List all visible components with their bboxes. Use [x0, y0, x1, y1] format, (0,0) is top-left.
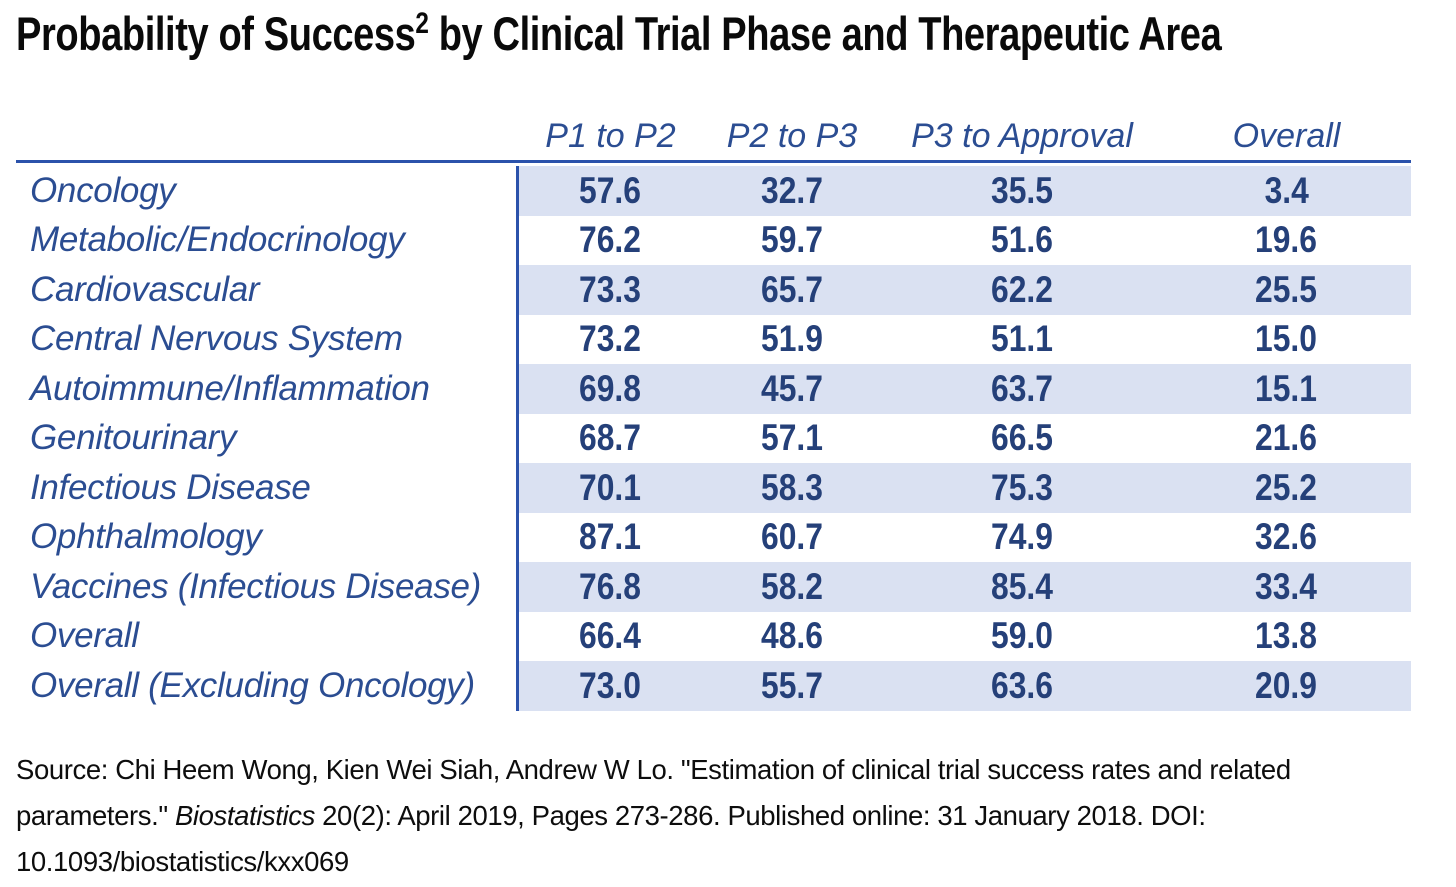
value-cell: 75.3 [991, 466, 1053, 508]
value-cell: 13.8 [1255, 615, 1318, 657]
row-label: Autoimmune/Inflammation [30, 368, 430, 408]
row-label: Infectious Disease [30, 467, 311, 507]
value-cell: 62.2 [991, 268, 1053, 310]
value-cell: 58.3 [761, 466, 823, 508]
value-cell: 76.8 [579, 565, 642, 607]
value-cell: 69.8 [579, 367, 642, 409]
row-data-cells: 73.3 65.7 62.2 25.5 [516, 265, 1411, 315]
value-cell: 15.0 [1255, 318, 1318, 360]
value-cell: 76.2 [579, 219, 642, 261]
table-row: Infectious Disease 70.1 58.3 75.3 25.2 [16, 463, 1411, 513]
column-header-p2-to-p3: P2 to P3 [726, 117, 858, 155]
value-cell: 51.6 [991, 219, 1053, 261]
value-cell: 60.7 [761, 516, 823, 558]
row-label: Cardiovascular [30, 269, 260, 309]
value-cell: 20.9 [1255, 664, 1318, 706]
row-label: Oncology [30, 170, 176, 210]
row-label: Metabolic/Endocrinology [30, 220, 405, 260]
value-cell: 63.6 [991, 664, 1053, 706]
column-header-p3-to-approval: P3 to Approval [911, 117, 1133, 155]
value-cell: 59.7 [761, 219, 823, 261]
value-cell: 45.7 [761, 367, 823, 409]
value-cell: 73.2 [579, 318, 642, 360]
table-row: Vaccines (Infectious Disease) 76.8 58.2 … [16, 562, 1411, 612]
value-cell: 66.4 [579, 615, 642, 657]
value-cell: 58.2 [761, 565, 823, 607]
table-row: Genitourinary 68.7 57.1 66.5 21.6 [16, 413, 1411, 463]
value-cell: 73.3 [579, 268, 642, 310]
title-text-pre: Probability of Success [16, 7, 416, 60]
value-cell: 19.6 [1255, 219, 1318, 261]
value-cell: 85.4 [991, 565, 1053, 607]
table-header-row: P1 to P2 P2 to P3 P3 to Approval Overall [16, 112, 1411, 160]
row-data-cells: 66.4 48.6 59.0 13.8 [516, 611, 1411, 661]
value-cell: 66.5 [991, 417, 1053, 459]
row-data-cells: 68.7 57.1 66.5 21.6 [516, 413, 1411, 463]
source-line-2-post: 20(2): April 2019, Pages 273-286. Publis… [314, 800, 1206, 831]
title-superscript: 2 [415, 7, 429, 40]
header-divider-line [16, 160, 1411, 163]
value-cell: 70.1 [579, 466, 642, 508]
value-cell: 65.7 [761, 268, 823, 310]
row-data-cells: 76.2 59.7 51.6 19.6 [516, 215, 1411, 265]
value-cell: 63.7 [991, 367, 1053, 409]
table-row: Metabolic/Endocrinology 76.2 59.7 51.6 1… [16, 215, 1411, 265]
value-cell: 73.0 [579, 664, 642, 706]
row-label: Central Nervous System [30, 319, 403, 359]
row-label: Genitourinary [30, 418, 237, 458]
source-line-1: Source: Chi Heem Wong, Kien Wei Siah, An… [16, 754, 1291, 785]
row-data-cells: 87.1 60.7 74.9 32.6 [516, 512, 1411, 562]
source-line-2: parameters." Biostatistics 20(2): April … [16, 793, 1452, 839]
row-label: Overall (Excluding Oncology) [30, 665, 475, 705]
row-data-cells: 69.8 45.7 63.7 15.1 [516, 364, 1411, 414]
value-cell: 32.6 [1255, 516, 1318, 558]
column-header-overall: Overall [1232, 117, 1341, 155]
value-cell: 21.6 [1255, 417, 1318, 459]
value-cell: 51.1 [991, 318, 1053, 360]
value-cell: 59.0 [991, 615, 1053, 657]
column-header-p1-to-p2: P1 to P2 [545, 117, 676, 155]
source-line-2-pre: parameters." [16, 800, 175, 831]
table-row: Autoimmune/Inflammation 69.8 45.7 63.7 1… [16, 364, 1411, 414]
table-body: Oncology 57.6 32.7 35.5 3.4 Metabolic/En… [16, 166, 1411, 711]
value-cell: 3.4 [1264, 169, 1309, 211]
title-text-post: by Clinical Trial Phase and Therapeutic … [428, 7, 1222, 60]
table-row: Oncology 57.6 32.7 35.5 3.4 [16, 166, 1411, 216]
table-row: Overall 66.4 48.6 59.0 13.8 [16, 611, 1411, 661]
source-line-3: 10.1093/biostatistics/kxx069 [16, 846, 349, 877]
value-cell: 87.1 [579, 516, 642, 558]
row-data-cells: 76.8 58.2 85.4 33.4 [516, 562, 1411, 612]
row-data-cells: 73.0 55.7 63.6 20.9 [516, 661, 1411, 711]
value-cell: 68.7 [579, 417, 642, 459]
value-cell: 15.1 [1255, 367, 1318, 409]
page-title: Probability of Success2 by Clinical Tria… [16, 6, 1222, 61]
table-row: Cardiovascular 73.3 65.7 62.2 25.5 [16, 265, 1411, 315]
value-cell: 57.6 [579, 169, 642, 211]
value-cell: 25.5 [1255, 268, 1318, 310]
value-cell: 32.7 [761, 169, 823, 211]
row-label: Vaccines (Infectious Disease) [30, 566, 482, 606]
row-data-cells: 57.6 32.7 35.5 3.4 [516, 166, 1411, 216]
value-cell: 25.2 [1255, 466, 1318, 508]
table-row: Central Nervous System 73.2 51.9 51.1 15… [16, 314, 1411, 364]
value-cell: 35.5 [991, 169, 1053, 211]
table-row: Overall (Excluding Oncology) 73.0 55.7 6… [16, 661, 1411, 711]
row-label: Overall [30, 616, 139, 656]
value-cell: 55.7 [761, 664, 823, 706]
value-cell: 74.9 [991, 516, 1053, 558]
value-cell: 33.4 [1255, 565, 1318, 607]
source-citation: Source: Chi Heem Wong, Kien Wei Siah, An… [16, 747, 1452, 885]
journal-name-italic: Biostatistics [174, 800, 315, 831]
table-row: Ophthalmology 87.1 60.7 74.9 32.6 [16, 512, 1411, 562]
row-data-cells: 70.1 58.3 75.3 25.2 [516, 463, 1411, 513]
value-cell: 57.1 [761, 417, 823, 459]
row-label: Ophthalmology [30, 517, 262, 557]
value-cell: 48.6 [761, 615, 823, 657]
value-cell: 51.9 [761, 318, 823, 360]
data-table: P1 to P2 P2 to P3 P3 to Approval Overall… [16, 112, 1411, 711]
row-data-cells: 73.2 51.9 51.1 15.0 [516, 314, 1411, 364]
